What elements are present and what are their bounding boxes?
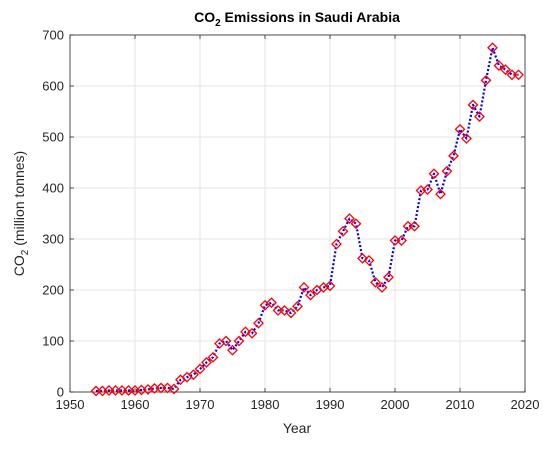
y-tick-label: 500 (42, 130, 64, 145)
y-tick-label: 400 (42, 181, 64, 196)
y-axis-label: CO2 (million tonnes) (11, 151, 31, 276)
data-point (461, 133, 472, 144)
data-point (435, 188, 446, 200)
data-point (285, 307, 297, 319)
x-tick-label: 1950 (56, 397, 85, 412)
x-tick-label: 1980 (251, 397, 280, 412)
data-point (441, 165, 453, 177)
data-point (266, 297, 277, 309)
data-point (474, 111, 485, 123)
data-point (253, 317, 264, 329)
data-point (448, 150, 459, 162)
data-point (383, 271, 394, 283)
data-point (376, 282, 388, 293)
x-tick-label: 1970 (186, 397, 215, 412)
data-point (422, 184, 433, 195)
data-point (324, 280, 336, 292)
series-co2 (90, 42, 524, 397)
chart-title: CO2 Emissions in Saudi Arabia (194, 9, 400, 29)
data-point (467, 99, 479, 111)
data-point (337, 225, 349, 237)
x-tick-label: 2010 (446, 397, 475, 412)
data-point (305, 289, 316, 301)
data-point (363, 255, 375, 266)
data-point (168, 383, 180, 395)
y-tick-label: 200 (42, 283, 64, 298)
data-point (428, 168, 440, 180)
data-point (350, 218, 362, 230)
data-point (370, 276, 381, 288)
data-point (240, 326, 251, 338)
data-point (162, 382, 173, 394)
x-axis-label: Year (283, 420, 312, 436)
x-tick-label: 2020 (511, 397, 540, 412)
data-point (500, 64, 511, 76)
data-point (246, 327, 258, 339)
data-point (194, 363, 206, 375)
y-tick-label: 600 (42, 79, 64, 94)
y-tick-label: 100 (42, 334, 64, 349)
y-tick-label: 700 (42, 28, 64, 43)
data-point (220, 335, 232, 347)
data-point (207, 351, 219, 363)
data-point (409, 220, 420, 232)
data-point (513, 69, 524, 81)
x-tick-label: 1960 (121, 397, 150, 412)
data-point (454, 123, 466, 135)
data-point (188, 369, 199, 381)
data-point (298, 282, 310, 293)
y-tick-label: 300 (42, 232, 64, 247)
data-point (487, 42, 498, 54)
data-point (279, 304, 290, 316)
data-point (201, 357, 212, 368)
data-point (396, 235, 407, 246)
plot-frame (69, 34, 526, 393)
data-point (233, 335, 245, 347)
ticks: 1950 1960 1970 1980 1990 2000 2010 2020 0 100 200 3… (42, 28, 539, 413)
data-point (318, 282, 329, 293)
data-point (493, 60, 505, 72)
x-tick-label: 1990 (316, 397, 345, 412)
data-point (227, 344, 238, 356)
y-tick-label: 0 (57, 385, 64, 400)
data-point (344, 213, 355, 225)
data-point (292, 300, 303, 312)
data-point (357, 252, 368, 264)
data-point (480, 74, 492, 86)
x-tick-label: 2000 (381, 397, 410, 412)
data-point (331, 238, 342, 250)
plot-area (70, 35, 525, 392)
